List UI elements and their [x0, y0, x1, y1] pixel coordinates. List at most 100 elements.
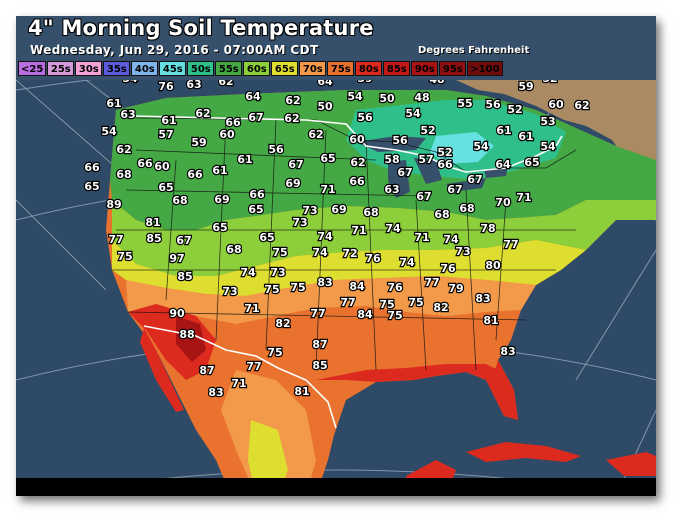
borders [112, 117, 577, 371]
us-mexico-border [143, 325, 337, 429]
legend-item: 25s [47, 61, 75, 76]
temperature-reading: 75 [379, 298, 394, 311]
temperature-reading: 83 [500, 345, 515, 358]
temperature-reading: 54 [122, 80, 138, 85]
temperature-reading: 54 [405, 107, 421, 120]
temperature-reading: 66 [249, 188, 265, 201]
temperature-reading: 90 [169, 307, 185, 320]
temperature-reading: 60 [548, 98, 564, 111]
temperature-reading: 63 [120, 108, 135, 121]
zone-gulf-hot [316, 364, 518, 420]
temperature-reading: 83 [208, 386, 223, 399]
temperature-reading: 73 [222, 285, 237, 298]
legend-item: 65s [271, 61, 299, 76]
legend-item: 75s [327, 61, 355, 76]
temperature-reading: 64 [317, 80, 333, 88]
temperature-reading: 66 [437, 158, 453, 171]
temperature-reading: 52 [420, 124, 435, 137]
temperature-reading: 61 [106, 97, 121, 110]
zone-baja [140, 328, 184, 412]
temperature-reading: 61 [237, 153, 252, 166]
temperature-reading: 81 [294, 385, 309, 398]
temperature-reading: 77 [108, 233, 123, 246]
temperature-reading: 75 [387, 309, 402, 322]
temperature-reading: 62 [116, 143, 131, 156]
temperature-reading: 53 [540, 115, 555, 128]
temperature-reading: 82 [275, 317, 290, 330]
temperature-reading: 70 [495, 196, 511, 209]
temperature-reading: 60 [349, 133, 365, 146]
temperature-reading: 62 [218, 80, 233, 88]
temperature-reading: 56 [357, 111, 373, 124]
temperature-reading: 76 [387, 281, 403, 294]
zone-60s [112, 200, 656, 276]
temperature-reading: 71 [414, 231, 429, 244]
temperature-reading: 74 [385, 222, 401, 235]
soil-temperature-map: 5960615256545554765763626258645948595261… [16, 80, 656, 496]
temperature-reading: 61 [496, 124, 511, 137]
legend-item: 80s [355, 61, 383, 76]
temperature-reading: 64 [245, 90, 261, 103]
temperature-reading: 81 [483, 314, 498, 327]
temperature-reading: 61 [518, 130, 533, 143]
legend-item: 40s [131, 61, 159, 76]
temperature-reading: 74 [240, 266, 256, 279]
temperature-reading: 83 [475, 292, 490, 305]
temperature-reading: 68 [363, 206, 378, 219]
temperature-reading: 75 [408, 296, 423, 309]
temperature-reading: 52 [507, 103, 522, 116]
legend-item: >100 [467, 61, 503, 76]
temperature-reading: 62 [308, 128, 323, 141]
temperature-reading: 73 [270, 266, 285, 279]
legend-item: 55s [215, 61, 243, 76]
temperature-reading: 67 [248, 111, 263, 124]
temperature-reading: 77 [424, 276, 439, 289]
temperature-reading: 71 [516, 191, 531, 204]
temperature-reading: 62 [195, 107, 210, 120]
canada-north-land [456, 80, 656, 162]
temperature-reading: 69 [331, 203, 346, 216]
page-title: 4" Morning Soil Temperature [28, 16, 374, 40]
temperature-reading: 74 [443, 233, 459, 246]
temperature-reading: 85 [312, 359, 327, 372]
temperature-reading: 67 [397, 166, 412, 179]
temperature-reading: 65 [248, 203, 263, 216]
temperature-reading: 57 [158, 128, 173, 141]
temperature-reading: 65 [320, 152, 335, 165]
temperature-reading: 71 [320, 183, 335, 196]
temperature-reading: 78 [480, 222, 495, 235]
temperature-reading: 73 [292, 216, 307, 229]
temperature-reading: 67 [288, 158, 303, 171]
temperature-reading: 81 [145, 216, 160, 229]
temperature-reading: 54 [540, 140, 556, 153]
temperature-reading: 57 [418, 153, 433, 166]
temperature-reading: 68 [434, 208, 449, 221]
zone-45s [430, 132, 494, 164]
temperature-reading: 76 [158, 80, 174, 93]
temperature-reading: 73 [455, 245, 470, 258]
temperature-reading: 60 [154, 160, 170, 173]
temperature-reading: 66 [84, 161, 100, 174]
hispaniola-land [606, 452, 656, 476]
temperature-reading: 77 [340, 296, 355, 309]
temperature-reading: 66 [225, 116, 241, 129]
temperature-reading: 77 [503, 238, 518, 251]
temperature-reading: 65 [524, 156, 539, 169]
zone-65s [112, 240, 586, 296]
temperature-reading: 71 [244, 302, 259, 315]
temperature-reading: 66 [187, 168, 203, 181]
temperature-reading: 84 [349, 280, 365, 293]
temperature-reading: 50 [317, 100, 333, 113]
temperature-reading: 65 [212, 221, 227, 234]
zone-mexico-65s [248, 420, 288, 496]
legend-item: 90s [411, 61, 439, 76]
temperature-reading: 48 [414, 91, 429, 104]
temperature-reading: 59 [357, 80, 372, 85]
temperature-reading: 67 [467, 173, 482, 186]
temperature-reading: 79 [448, 282, 463, 295]
temperature-reading: 68 [116, 168, 131, 181]
temperature-reading: 73 [302, 204, 317, 217]
cuba-land [466, 442, 581, 462]
temperature-reading: 76 [440, 262, 456, 275]
temperature-reading: 89 [106, 198, 121, 211]
